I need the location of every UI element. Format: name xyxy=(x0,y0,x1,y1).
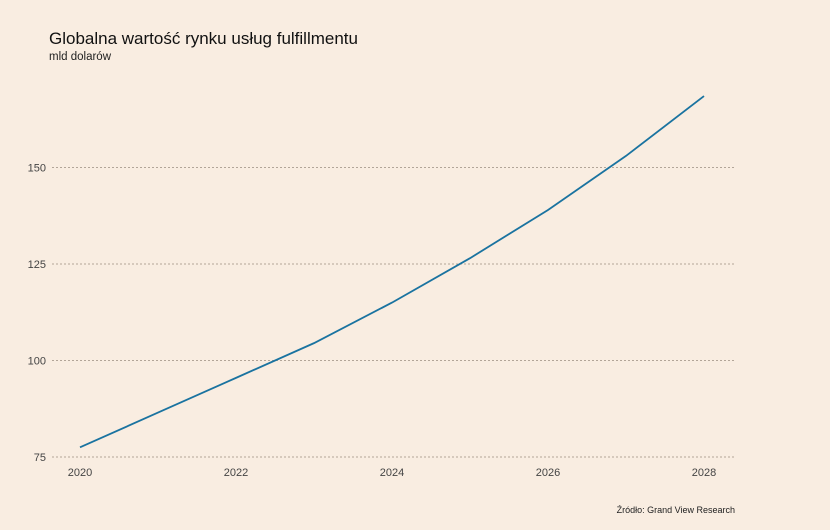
x-tick-label: 2024 xyxy=(380,467,404,479)
x-tick-label: 2020 xyxy=(68,467,92,479)
x-tick-label: 2022 xyxy=(224,467,248,479)
y-tick-label: 125 xyxy=(28,259,46,271)
series-line-0 xyxy=(79,95,705,449)
chart-subtitle: mld dolarów xyxy=(49,51,111,63)
x-tick-label: 2028 xyxy=(692,467,716,479)
y-tick-label: 100 xyxy=(28,356,46,368)
x-axis-ticks: 2020 2022 2024 2026 2028 xyxy=(68,467,716,479)
series-group xyxy=(79,95,705,449)
chart-title: Globalna wartość rynku usług fulfillment… xyxy=(49,29,358,48)
y-tick-label: 75 xyxy=(34,452,46,464)
gridlines xyxy=(52,167,736,458)
x-tick-label: 2026 xyxy=(536,467,560,479)
y-axis-ticks: 75 100 125 150 xyxy=(28,163,46,465)
source-note: Źródło: Grand View Research xyxy=(616,505,735,515)
y-tick-label: 150 xyxy=(28,163,46,175)
